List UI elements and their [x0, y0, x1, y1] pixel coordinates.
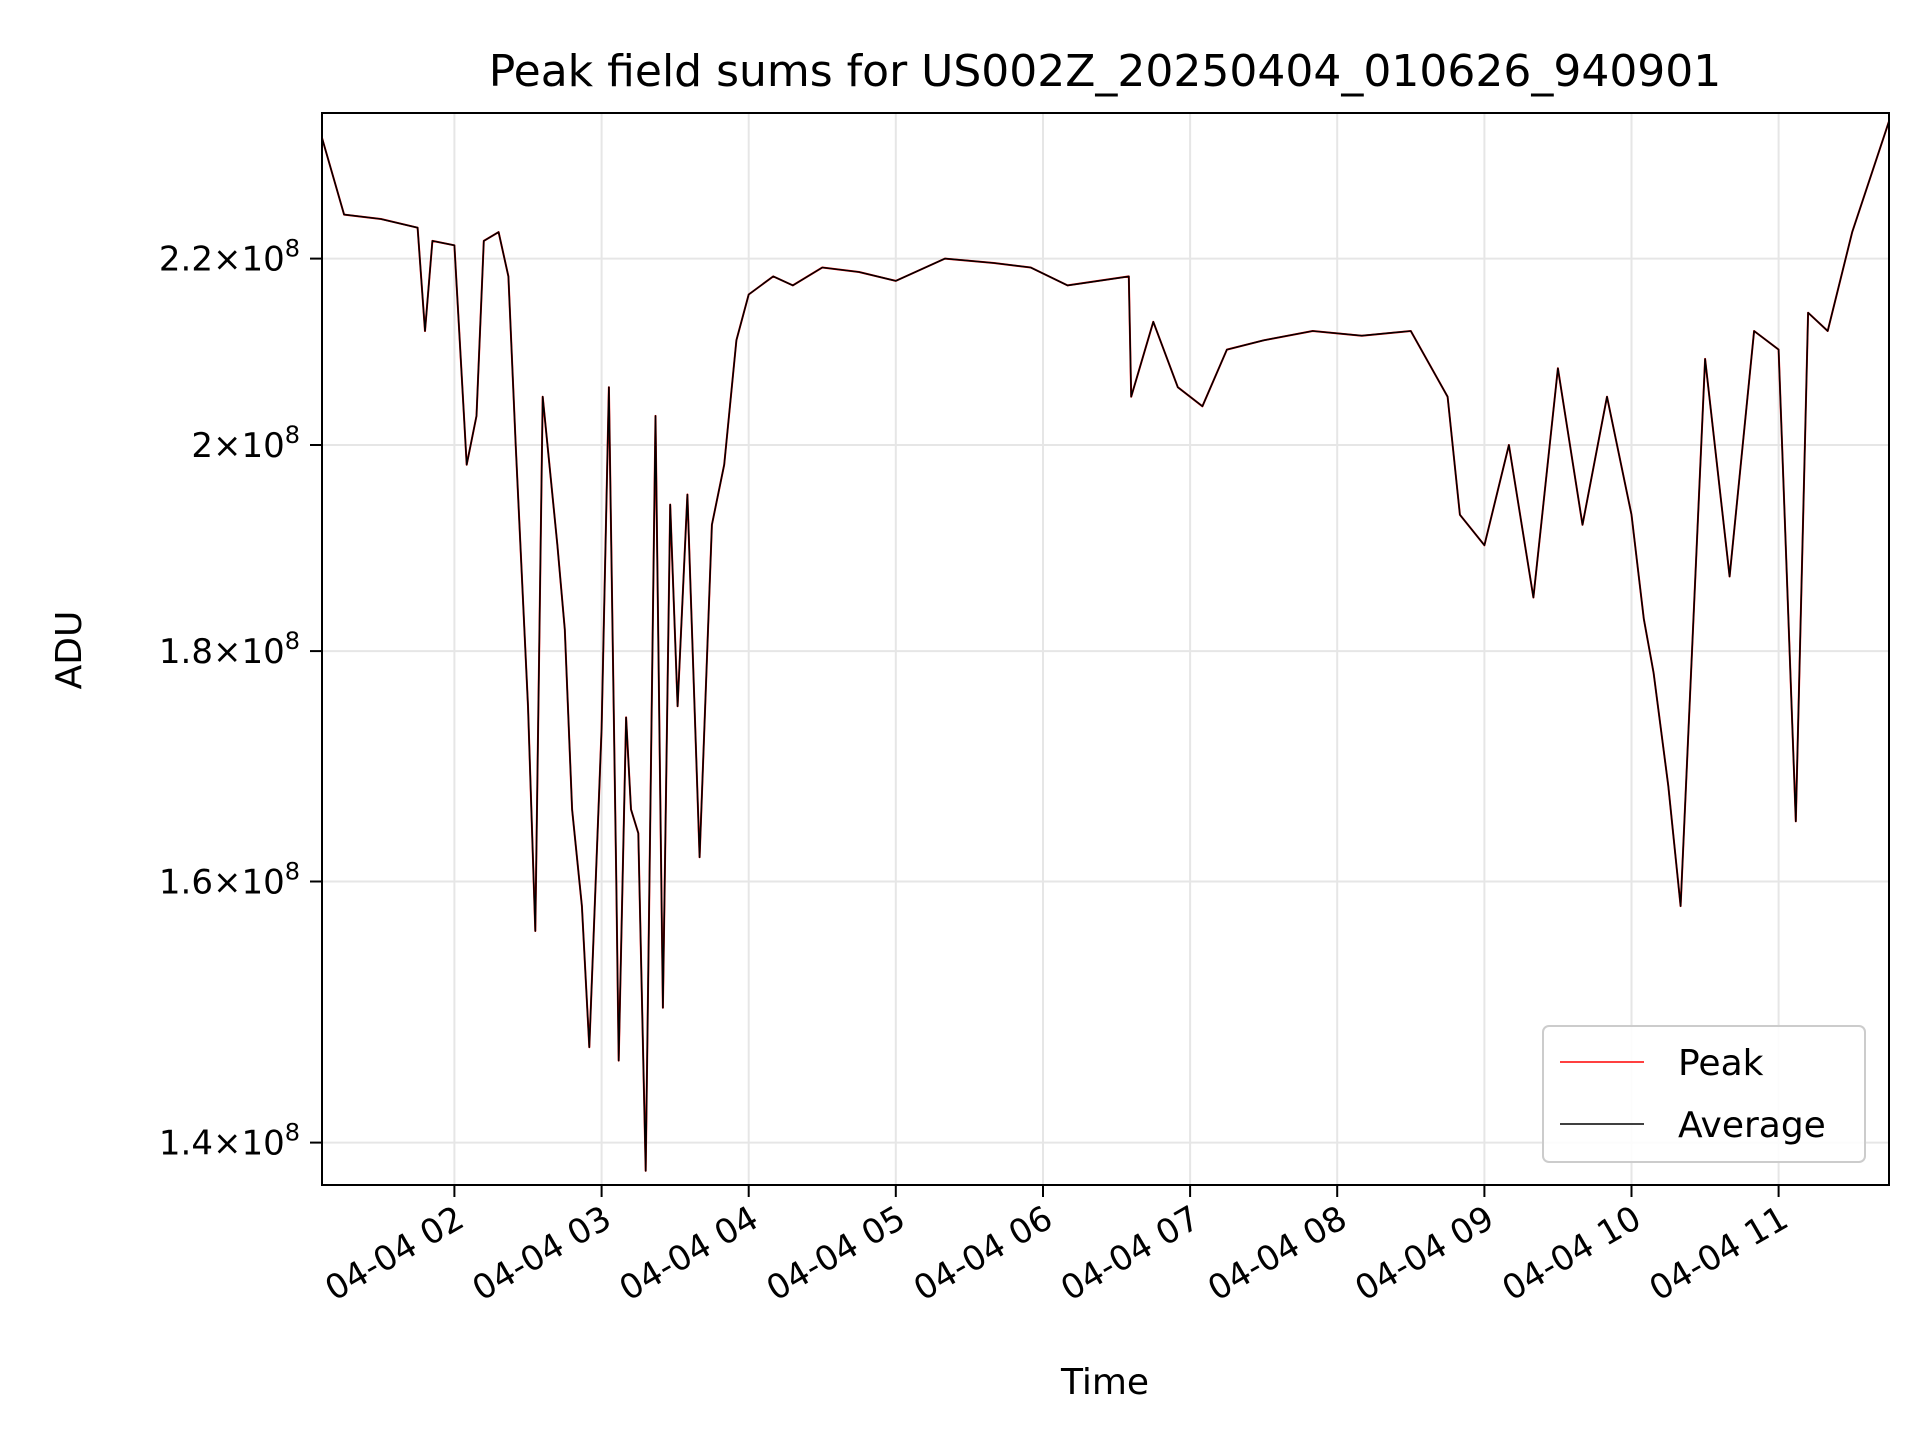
series-line-average — [321, 121, 1890, 1172]
y-axis-ticks: 1.4×108 1.6×108 1.8×108 2×108 2.2×108 — [159, 235, 322, 1164]
y-tick-label: 2×108 — [191, 421, 300, 466]
y-axis-title: ADU — [49, 611, 90, 690]
legend-label-peak: Peak — [1678, 1043, 1764, 1084]
chart-title: Peak field sums for US002Z_20250404_0106… — [489, 46, 1722, 97]
legend-label-average: Average — [1678, 1105, 1826, 1146]
x-axis-title: Time — [1060, 1362, 1149, 1403]
y-tick-label: 1.6×108 — [159, 858, 300, 903]
series-lines — [321, 120, 1890, 1172]
legend: Peak Average — [1542, 1025, 1866, 1163]
y-tick-label: 2.2×108 — [159, 235, 300, 280]
y-tick-label: 1.4×108 — [159, 1119, 300, 1164]
plot-frame — [321, 112, 1890, 1186]
y-tick-label: 1.8×108 — [159, 627, 300, 672]
legend-frame — [1542, 1025, 1866, 1163]
